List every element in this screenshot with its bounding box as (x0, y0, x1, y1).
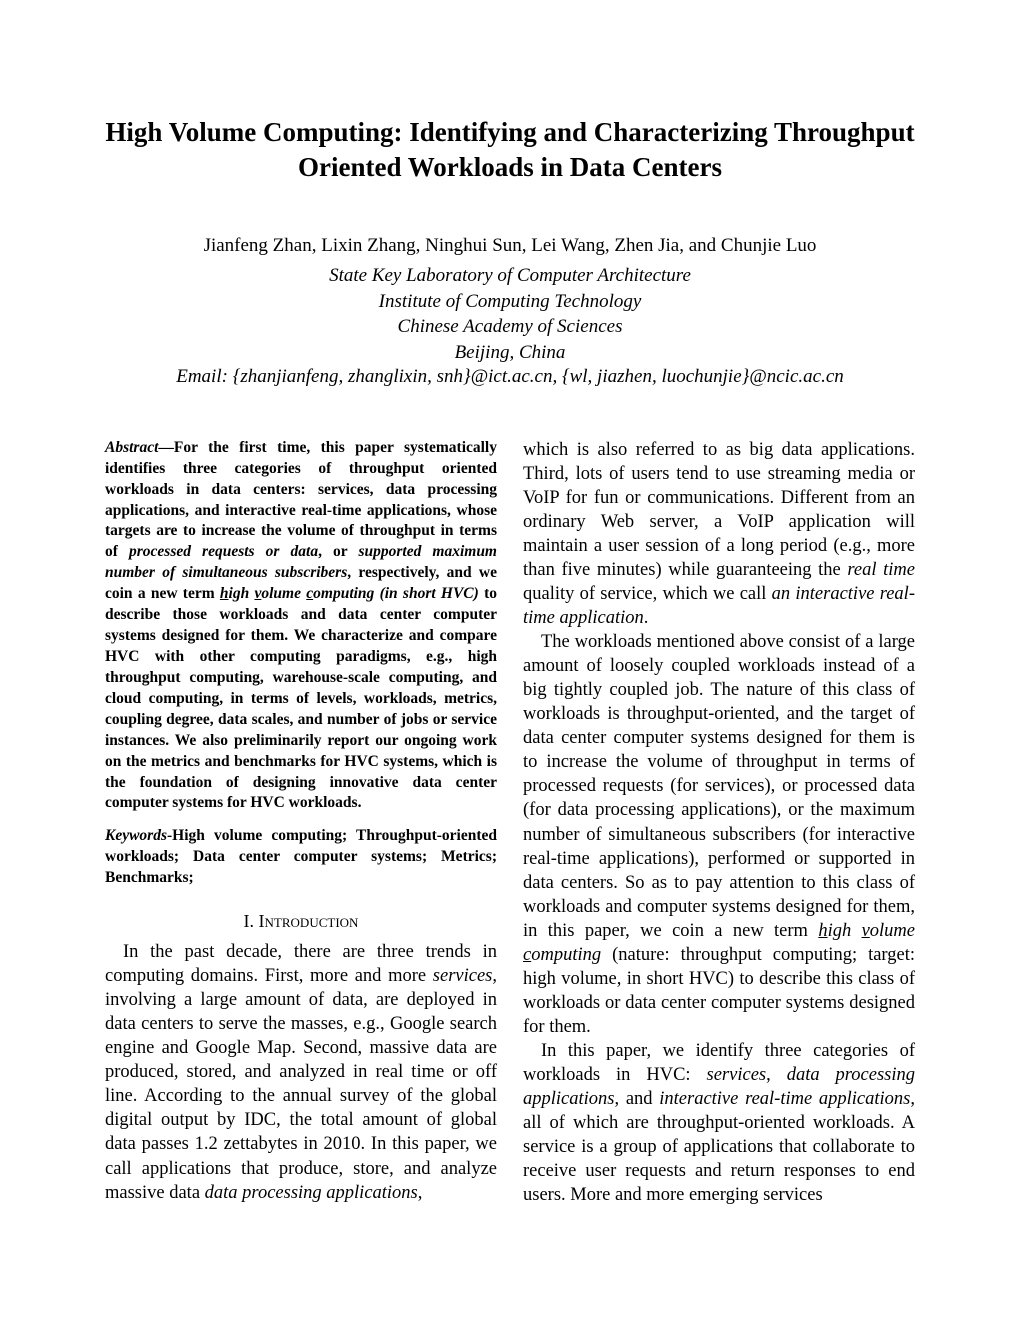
intro-paragraph-1: In the past decade, there are three tren… (105, 940, 497, 1205)
col2-p3-emph-ira: interactive real-time applications (659, 1089, 910, 1109)
hvc-omputing: omputing (in short HVC) (313, 585, 479, 602)
section-1-heading: I. Introduction (105, 911, 497, 932)
abstract-text-2: , or (318, 543, 358, 560)
abstract-dash: — (158, 439, 174, 456)
affiliation-line-4: Beijing, China (105, 340, 915, 366)
affiliation-line-3: Chinese Academy of Sciences (105, 314, 915, 340)
keywords-block: Keywords-High volume computing; Throughp… (105, 826, 497, 889)
col2-hvc-c: c (523, 945, 531, 965)
col2-p1-text-3: . (644, 608, 649, 628)
abstract-text-4: to describe those workloads and data cen… (105, 585, 497, 811)
keywords-label: Keywords (105, 827, 167, 844)
section-1-roman: I. (244, 911, 259, 931)
col2-hvc-h: h (818, 921, 827, 941)
col2-paragraphs: which is also referred to as big data ap… (523, 438, 915, 1208)
email-group-2: wl, jiazhen, luochunjie (570, 366, 742, 387)
intro-text-3: , (418, 1183, 423, 1203)
left-column: Abstract—For the first time, this paper … (105, 438, 497, 1208)
col2-p3-emph-services: services (707, 1065, 767, 1085)
right-column: which is also referred to as big data ap… (523, 438, 915, 1208)
col2-hvc-igh: igh (828, 921, 862, 941)
col2-p3-text-2: , (766, 1065, 787, 1085)
two-column-layout: Abstract—For the first time, this paper … (105, 438, 915, 1208)
abstract-label: Abstract (105, 439, 158, 456)
intro-emph-dpa: data processing applications (205, 1183, 418, 1203)
col2-hvc-v: v (862, 921, 870, 941)
col2-p1-text-1: which is also referred to as big data ap… (523, 440, 915, 580)
col2-p1-emph-realtime: real time (847, 560, 915, 580)
intro-text-2: , involving a large amount of data, are … (105, 966, 497, 1202)
hvc-igh: igh (229, 585, 255, 602)
col2-hvc-olume: olume (870, 921, 915, 941)
col2-p3-text-3: , and (614, 1089, 659, 1109)
col2-p2-text-1: The workloads mentioned above consist of… (523, 632, 915, 941)
email-group-1: zhanjianfeng, zhanglixin, snh (240, 366, 463, 387)
abstract-emph-1: processed requests or data (129, 543, 318, 560)
paper-title: High Volume Computing: Identifying and C… (105, 115, 915, 185)
email-domain-1: @ict.ac.cn, (471, 366, 562, 387)
email-line: Email: {zhanjianfeng, zhanglixin, snh}@i… (105, 366, 915, 388)
email-domain-2: @ncic.ac.cn (749, 366, 844, 387)
email-prefix: Email: (176, 366, 232, 387)
col2-hvc-omputing: omputing (531, 945, 601, 965)
hvc-olume: olume (261, 585, 306, 602)
affiliation-line-2: Institute of Computing Technology (105, 289, 915, 315)
hvc-h: h (220, 585, 229, 602)
affiliation-line-1: State Key Laboratory of Computer Archite… (105, 263, 915, 289)
abstract-block: Abstract—For the first time, this paper … (105, 438, 497, 815)
section-1-name: Introduction (259, 911, 359, 931)
col2-p1-text-2: quality of service, which we call (523, 584, 772, 604)
author-list: Jianfeng Zhan, Lixin Zhang, Ninghui Sun,… (105, 235, 915, 257)
intro-emph-services: services (433, 966, 493, 986)
